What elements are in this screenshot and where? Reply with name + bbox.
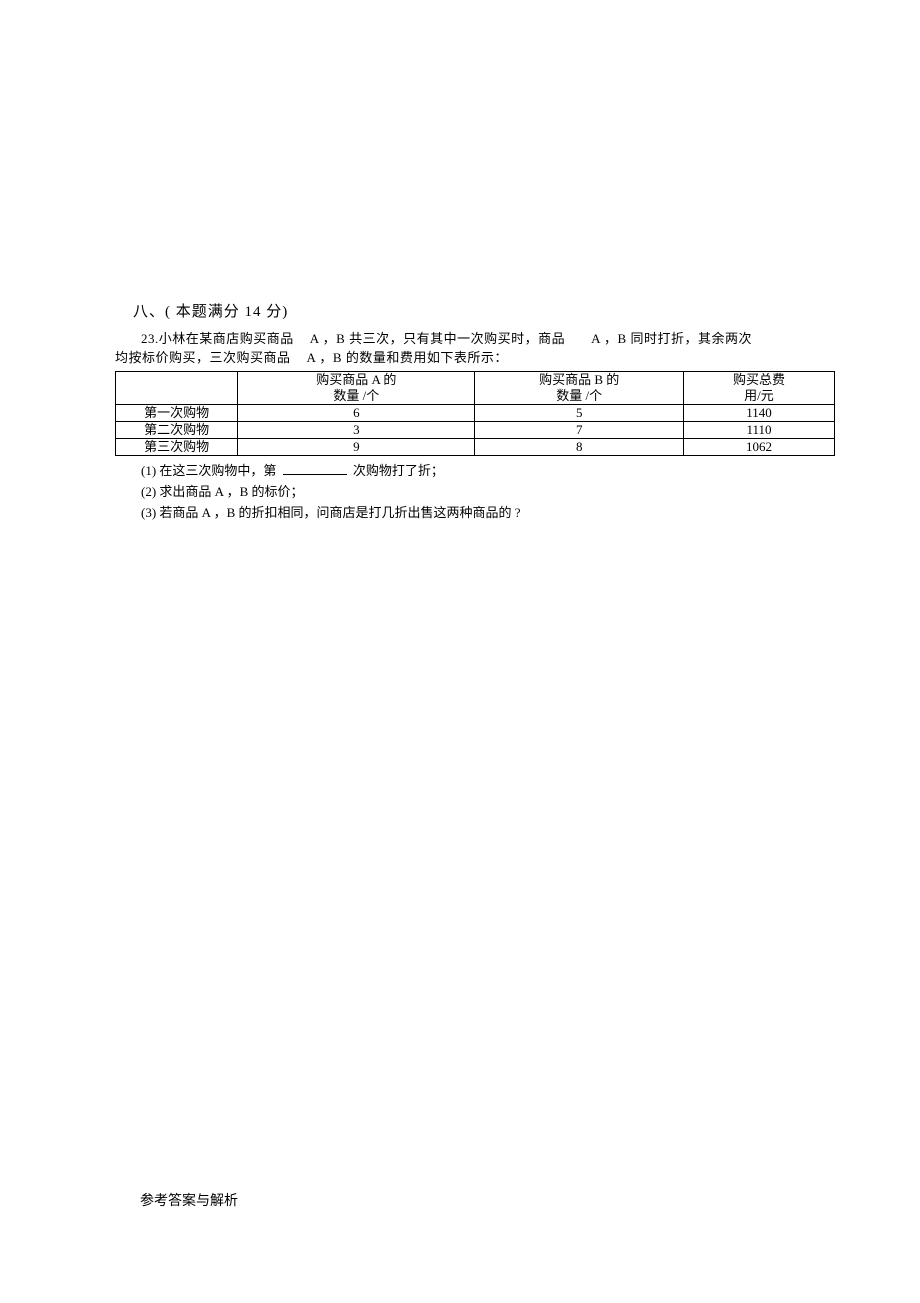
- cell-a: 9: [238, 439, 475, 456]
- cell-b: 7: [475, 422, 684, 439]
- intro-text-1b: A ，B 共三次，只有其中一次购买时，商品: [310, 331, 565, 346]
- intro-text-2a: 均按标价购买，三次购买商品: [115, 350, 291, 365]
- cell-label: 第三次购物: [116, 439, 238, 456]
- fill-blank[interactable]: [283, 462, 347, 475]
- answer-key-heading: 参考答案与解析: [140, 1190, 238, 1210]
- q1-text-b: 次购物打了折；: [353, 463, 444, 478]
- cell-cost: 1062: [683, 439, 834, 456]
- cell-label: 第二次购物: [116, 422, 238, 439]
- purchase-table: 购买商品 A 的 数量 /个 购买商品 B 的 数量 /个 购买总费 用/元 第…: [115, 371, 835, 456]
- intro-text-1a: 小林在某商店购买商品: [159, 331, 294, 346]
- cell-cost: 1110: [683, 422, 834, 439]
- th-qty-b: 购买商品 B 的 数量 /个: [475, 372, 684, 405]
- table-header-row: 购买商品 A 的 数量 /个 购买商品 B 的 数量 /个 购买总费 用/元: [116, 372, 835, 405]
- table-row: 第二次购物 3 7 1110: [116, 422, 835, 439]
- cell-a: 3: [238, 422, 475, 439]
- section-header: 八、( 本题满分 14 分): [115, 300, 835, 321]
- th-cost: 购买总费 用/元: [683, 372, 834, 405]
- cell-cost: 1140: [683, 405, 834, 422]
- cell-b: 8: [475, 439, 684, 456]
- intro-text-2b: A ，B 的数量和费用如下表所示：: [307, 350, 508, 365]
- intro-text-1c: A ，B 同时打折，其余两次: [591, 331, 752, 346]
- th-qty-a: 购买商品 A 的 数量 /个: [238, 372, 475, 405]
- problem-block: 八、( 本题满分 14 分) 23.小林在某商店购买商品 A ，B 共三次，只有其…: [115, 300, 835, 523]
- question-2: (2) 求出商品 A ，B 的标价；: [141, 481, 835, 502]
- table-row: 第三次购物 9 8 1062: [116, 439, 835, 456]
- cell-a: 6: [238, 405, 475, 422]
- cell-b: 5: [475, 405, 684, 422]
- question-3: (3) 若商品 A ，B 的折扣相同，问商店是打几折出售这两种商品的 ?: [141, 502, 835, 523]
- q1-text-a: (1) 在这三次购物中，第: [141, 463, 276, 478]
- problem-intro: 23.小林在某商店购买商品 A ，B 共三次，只有其中一次购买时，商品 A ，B 同…: [115, 329, 835, 367]
- cell-label: 第一次购物: [116, 405, 238, 422]
- question-1: (1) 在这三次购物中，第 次购物打了折；: [141, 460, 835, 481]
- th-blank: [116, 372, 238, 405]
- questions-block: (1) 在这三次购物中，第 次购物打了折； (2) 求出商品 A ，B 的标价；…: [115, 460, 835, 523]
- table-row: 第一次购物 6 5 1140: [116, 405, 835, 422]
- problem-number: 23.: [141, 331, 159, 346]
